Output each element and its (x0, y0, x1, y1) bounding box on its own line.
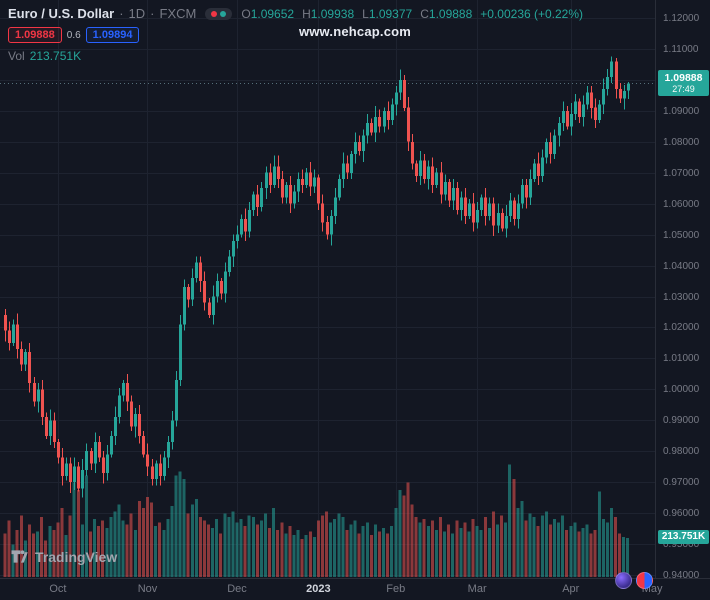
bar-countdown: 27:49 (672, 84, 695, 95)
high-label: H (302, 6, 311, 21)
high-value: 1.09938 (310, 6, 355, 21)
price-axis-label: 1.04000 (663, 260, 700, 272)
time-axis-label: Nov (137, 583, 158, 595)
close-label: C (420, 6, 429, 21)
price-axis-label: 1.03000 (663, 291, 700, 303)
change-value: +0.00236 (+0.22%) (480, 6, 584, 21)
price-axis-label: 1.11000 (663, 43, 699, 55)
price-axis-label: 0.94000 (663, 569, 700, 581)
price-axis-label: 1.08000 (663, 136, 700, 148)
volume-series (3, 464, 630, 577)
tradingview-logo[interactable]: TradingView (10, 547, 117, 566)
open-value: 1.09652 (250, 6, 295, 21)
price-axis[interactable]: 1.09888 27:49 213.751K 1.120001.110001.1… (655, 0, 710, 581)
volume-axis-badge: 213.751K (658, 530, 709, 545)
price-axis-label: 0.98000 (663, 445, 700, 457)
ohlc-readout: O1.09652 H1.09938 L1.09377 C1.09888 +0.0… (241, 7, 583, 21)
time-axis-label: Mar (467, 583, 487, 595)
volume-label[interactable]: Vol (8, 49, 25, 63)
separator: · (119, 6, 124, 21)
low-label: L (362, 6, 369, 21)
price-axis-label: 1.02000 (663, 321, 700, 333)
price-axis-label: 1.00000 (663, 383, 700, 395)
price-axis-label: 1.01000 (663, 352, 700, 364)
sticker-icon-2[interactable] (636, 572, 653, 589)
last-price-value: 1.09888 (664, 72, 703, 85)
price-axis-label: 0.96000 (663, 507, 700, 519)
exchange-label[interactable]: FXCM (159, 6, 197, 21)
sell-price-button[interactable]: 1.09888 (8, 27, 62, 43)
sell-dot-icon (211, 10, 218, 17)
buy-price-button[interactable]: 1.09894 (85, 27, 140, 43)
time-axis-label: Oct (49, 583, 67, 595)
price-axis-label: 1.12000 (663, 12, 700, 24)
volume-row: Vol 213.751K (8, 49, 583, 63)
tradingview-logo-icon (11, 550, 28, 563)
price-axis-label: 1.05000 (663, 229, 700, 241)
watermark: www.nehcap.com (298, 24, 412, 39)
price-axis-label: 0.99000 (663, 414, 700, 426)
trade-row: 1.09888 0.6 1.09894 (8, 27, 583, 43)
buy-dot-icon (220, 10, 227, 17)
separator: · (150, 6, 155, 21)
time-axis-label: Dec (227, 583, 247, 595)
interval-label[interactable]: 1D (128, 6, 146, 21)
volume-value: 213.751K (29, 49, 82, 63)
time-axis-label: Feb (386, 583, 406, 595)
spread-value: 0.6 (66, 29, 81, 41)
price-axis-label: 1.07000 (663, 167, 700, 179)
sticker-icon-1[interactable] (615, 572, 632, 589)
symbol-title[interactable]: Euro / U.S. Dollar (8, 6, 115, 21)
price-axis-label: 0.97000 (663, 476, 700, 488)
time-axis-label: Apr (562, 583, 580, 595)
price-axis-label: 1.06000 (663, 198, 700, 210)
symbol-row: Euro / U.S. Dollar · 1D · FXCM O1.09652 … (8, 6, 583, 21)
last-price-badge: 1.09888 27:49 (658, 70, 709, 97)
candlestick-series (4, 56, 630, 498)
close-value: 1.09888 (428, 6, 473, 21)
low-value: 1.09377 (368, 6, 413, 21)
market-status-toggle[interactable] (205, 7, 233, 20)
time-axis-label: 2023 (306, 583, 331, 595)
chart-legend: Euro / U.S. Dollar · 1D · FXCM O1.09652 … (8, 6, 583, 63)
sticker-badges (615, 572, 653, 589)
open-label: O (241, 6, 251, 21)
price-axis-label: 1.09000 (663, 105, 700, 117)
tradingview-logo-text: TradingView (35, 548, 118, 565)
time-axis[interactable]: Oct Nov Dec 2023 Feb Mar Apr May (0, 578, 710, 600)
